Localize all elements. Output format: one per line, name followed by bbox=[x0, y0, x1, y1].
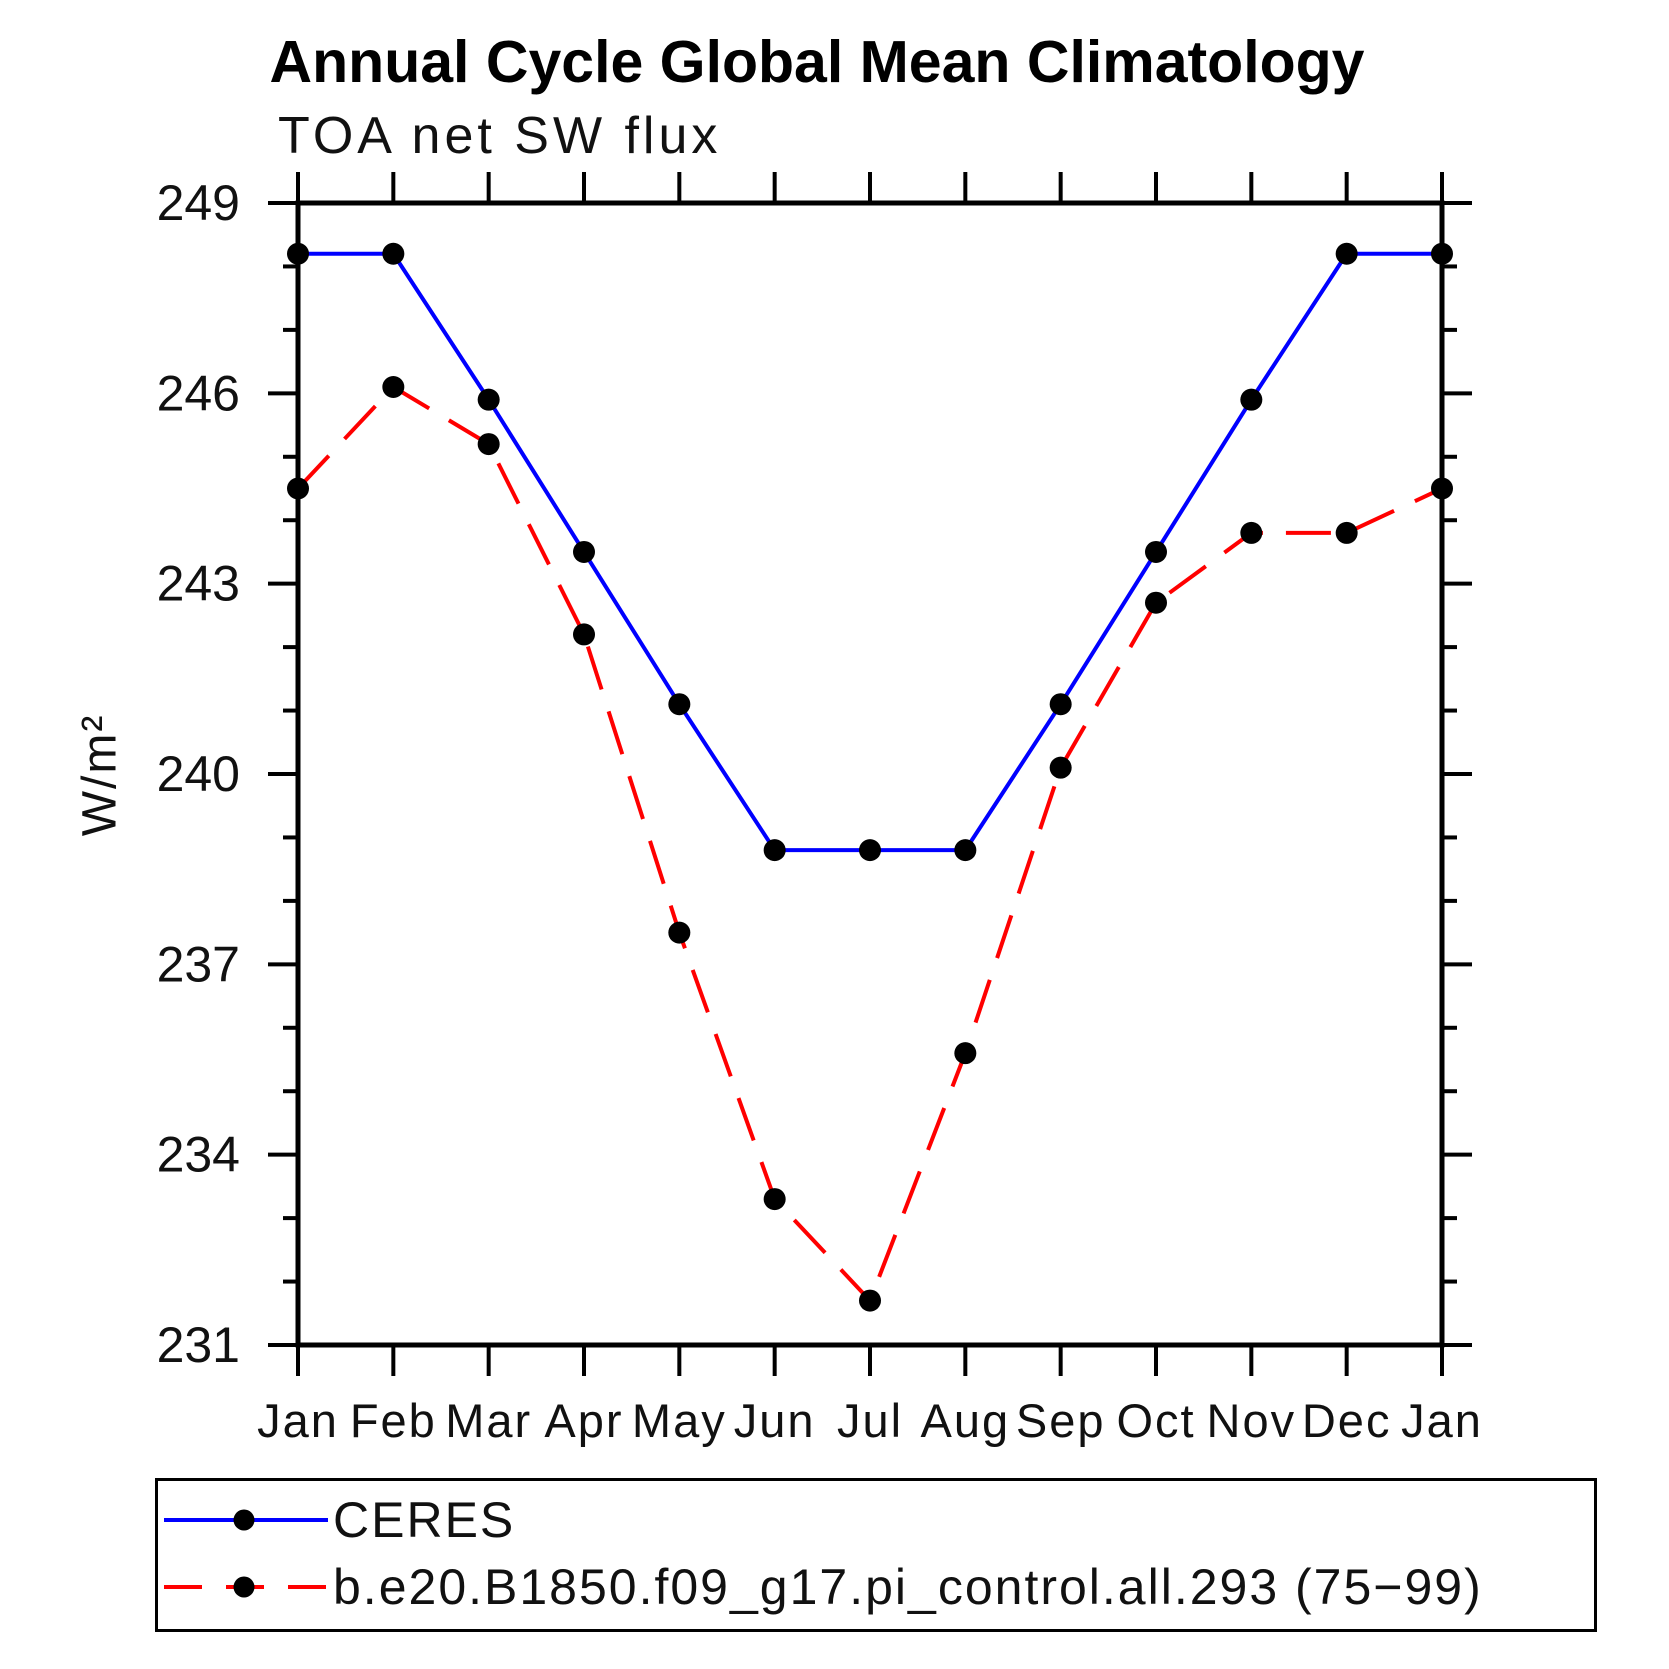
data-point-ceres-4 bbox=[668, 693, 691, 716]
data-point-model-3 bbox=[573, 623, 595, 646]
y-axis-tick-label: 237 bbox=[157, 936, 240, 992]
data-point-model-2 bbox=[477, 433, 500, 456]
y-axis-tick-label: 240 bbox=[157, 746, 240, 802]
legend-marker-dot bbox=[233, 1576, 255, 1598]
x-axis-tick-label: Dec bbox=[1302, 1394, 1392, 1447]
y-axis-tick-label: 231 bbox=[157, 1317, 240, 1373]
data-point-model-8 bbox=[1049, 756, 1072, 779]
legend-label-model: b.e20.B1850.f09_g17.pi_control.all.293 (… bbox=[333, 1559, 1483, 1615]
data-point-ceres-8 bbox=[1049, 693, 1072, 716]
legend-entry-model: b.e20.B1850.f09_g17.pi_control.all.293 (… bbox=[162, 1558, 1483, 1616]
data-point-ceres-6 bbox=[859, 839, 881, 862]
y-axis-tick-label: 243 bbox=[157, 556, 240, 612]
data-point-model-1 bbox=[382, 375, 405, 398]
data-point-model-11 bbox=[1335, 521, 1358, 544]
data-point-ceres-3 bbox=[573, 540, 595, 563]
data-point-ceres-12 bbox=[1431, 242, 1453, 265]
data-point-model-10 bbox=[1240, 521, 1263, 544]
data-point-model-7 bbox=[954, 1042, 977, 1065]
x-axis-tick-label: Jun bbox=[734, 1394, 816, 1447]
x-axis-tick-label: Jan bbox=[257, 1394, 339, 1447]
data-point-ceres-1 bbox=[382, 242, 405, 265]
data-point-model-0 bbox=[287, 477, 309, 500]
x-axis-tick-label: Nov bbox=[1207, 1394, 1297, 1447]
data-point-model-12 bbox=[1431, 477, 1453, 500]
legend-box: CERES b.e20.B1850.f09_g17.pi_control.all… bbox=[155, 1478, 1597, 1632]
legend-entry-ceres: CERES bbox=[162, 1491, 515, 1549]
plot-frame bbox=[295, 200, 1445, 1348]
y-axis-tick-label: 249 bbox=[157, 175, 240, 231]
x-axis-tick-label: Jan bbox=[1401, 1394, 1483, 1447]
x-axis-tick-label: Sep bbox=[1016, 1394, 1106, 1447]
x-axis-tick-label: Jul bbox=[837, 1394, 903, 1447]
x-axis-tick-label: Oct bbox=[1116, 1394, 1195, 1447]
data-point-ceres-5 bbox=[763, 839, 786, 862]
x-axis-tick-label: Mar bbox=[445, 1394, 532, 1447]
series-line-ceres bbox=[298, 251, 1442, 853]
legend-swatch-model bbox=[164, 1576, 328, 1598]
y-axis-tick-label: 234 bbox=[157, 1127, 240, 1183]
data-point-ceres-2 bbox=[477, 388, 500, 411]
legend-swatch-ceres bbox=[164, 1509, 328, 1531]
chart-title: Annual Cycle Global Mean Climatology bbox=[269, 29, 1365, 95]
data-point-ceres-11 bbox=[1335, 242, 1358, 265]
data-point-model-5 bbox=[763, 1188, 786, 1211]
chart-subtitle: TOA net SW flux bbox=[278, 107, 722, 165]
data-point-model-9 bbox=[1145, 591, 1167, 614]
data-point-ceres-9 bbox=[1145, 540, 1167, 563]
data-point-model-4 bbox=[668, 921, 691, 944]
data-point-ceres-7 bbox=[954, 839, 977, 862]
legend-label-ceres: CERES bbox=[333, 1492, 516, 1548]
legend-marker-dot bbox=[233, 1509, 255, 1531]
x-axis-tick-label: May bbox=[632, 1394, 727, 1447]
x-axis-tick-label: Feb bbox=[350, 1394, 437, 1447]
y-axis-tick-label: 246 bbox=[157, 365, 240, 421]
data-point-ceres-10 bbox=[1240, 388, 1263, 411]
x-axis-tick-label: Apr bbox=[544, 1394, 623, 1447]
data-point-ceres-0 bbox=[287, 242, 309, 265]
data-point-model-6 bbox=[859, 1289, 881, 1312]
x-axis-tick-label: Aug bbox=[921, 1394, 1011, 1447]
